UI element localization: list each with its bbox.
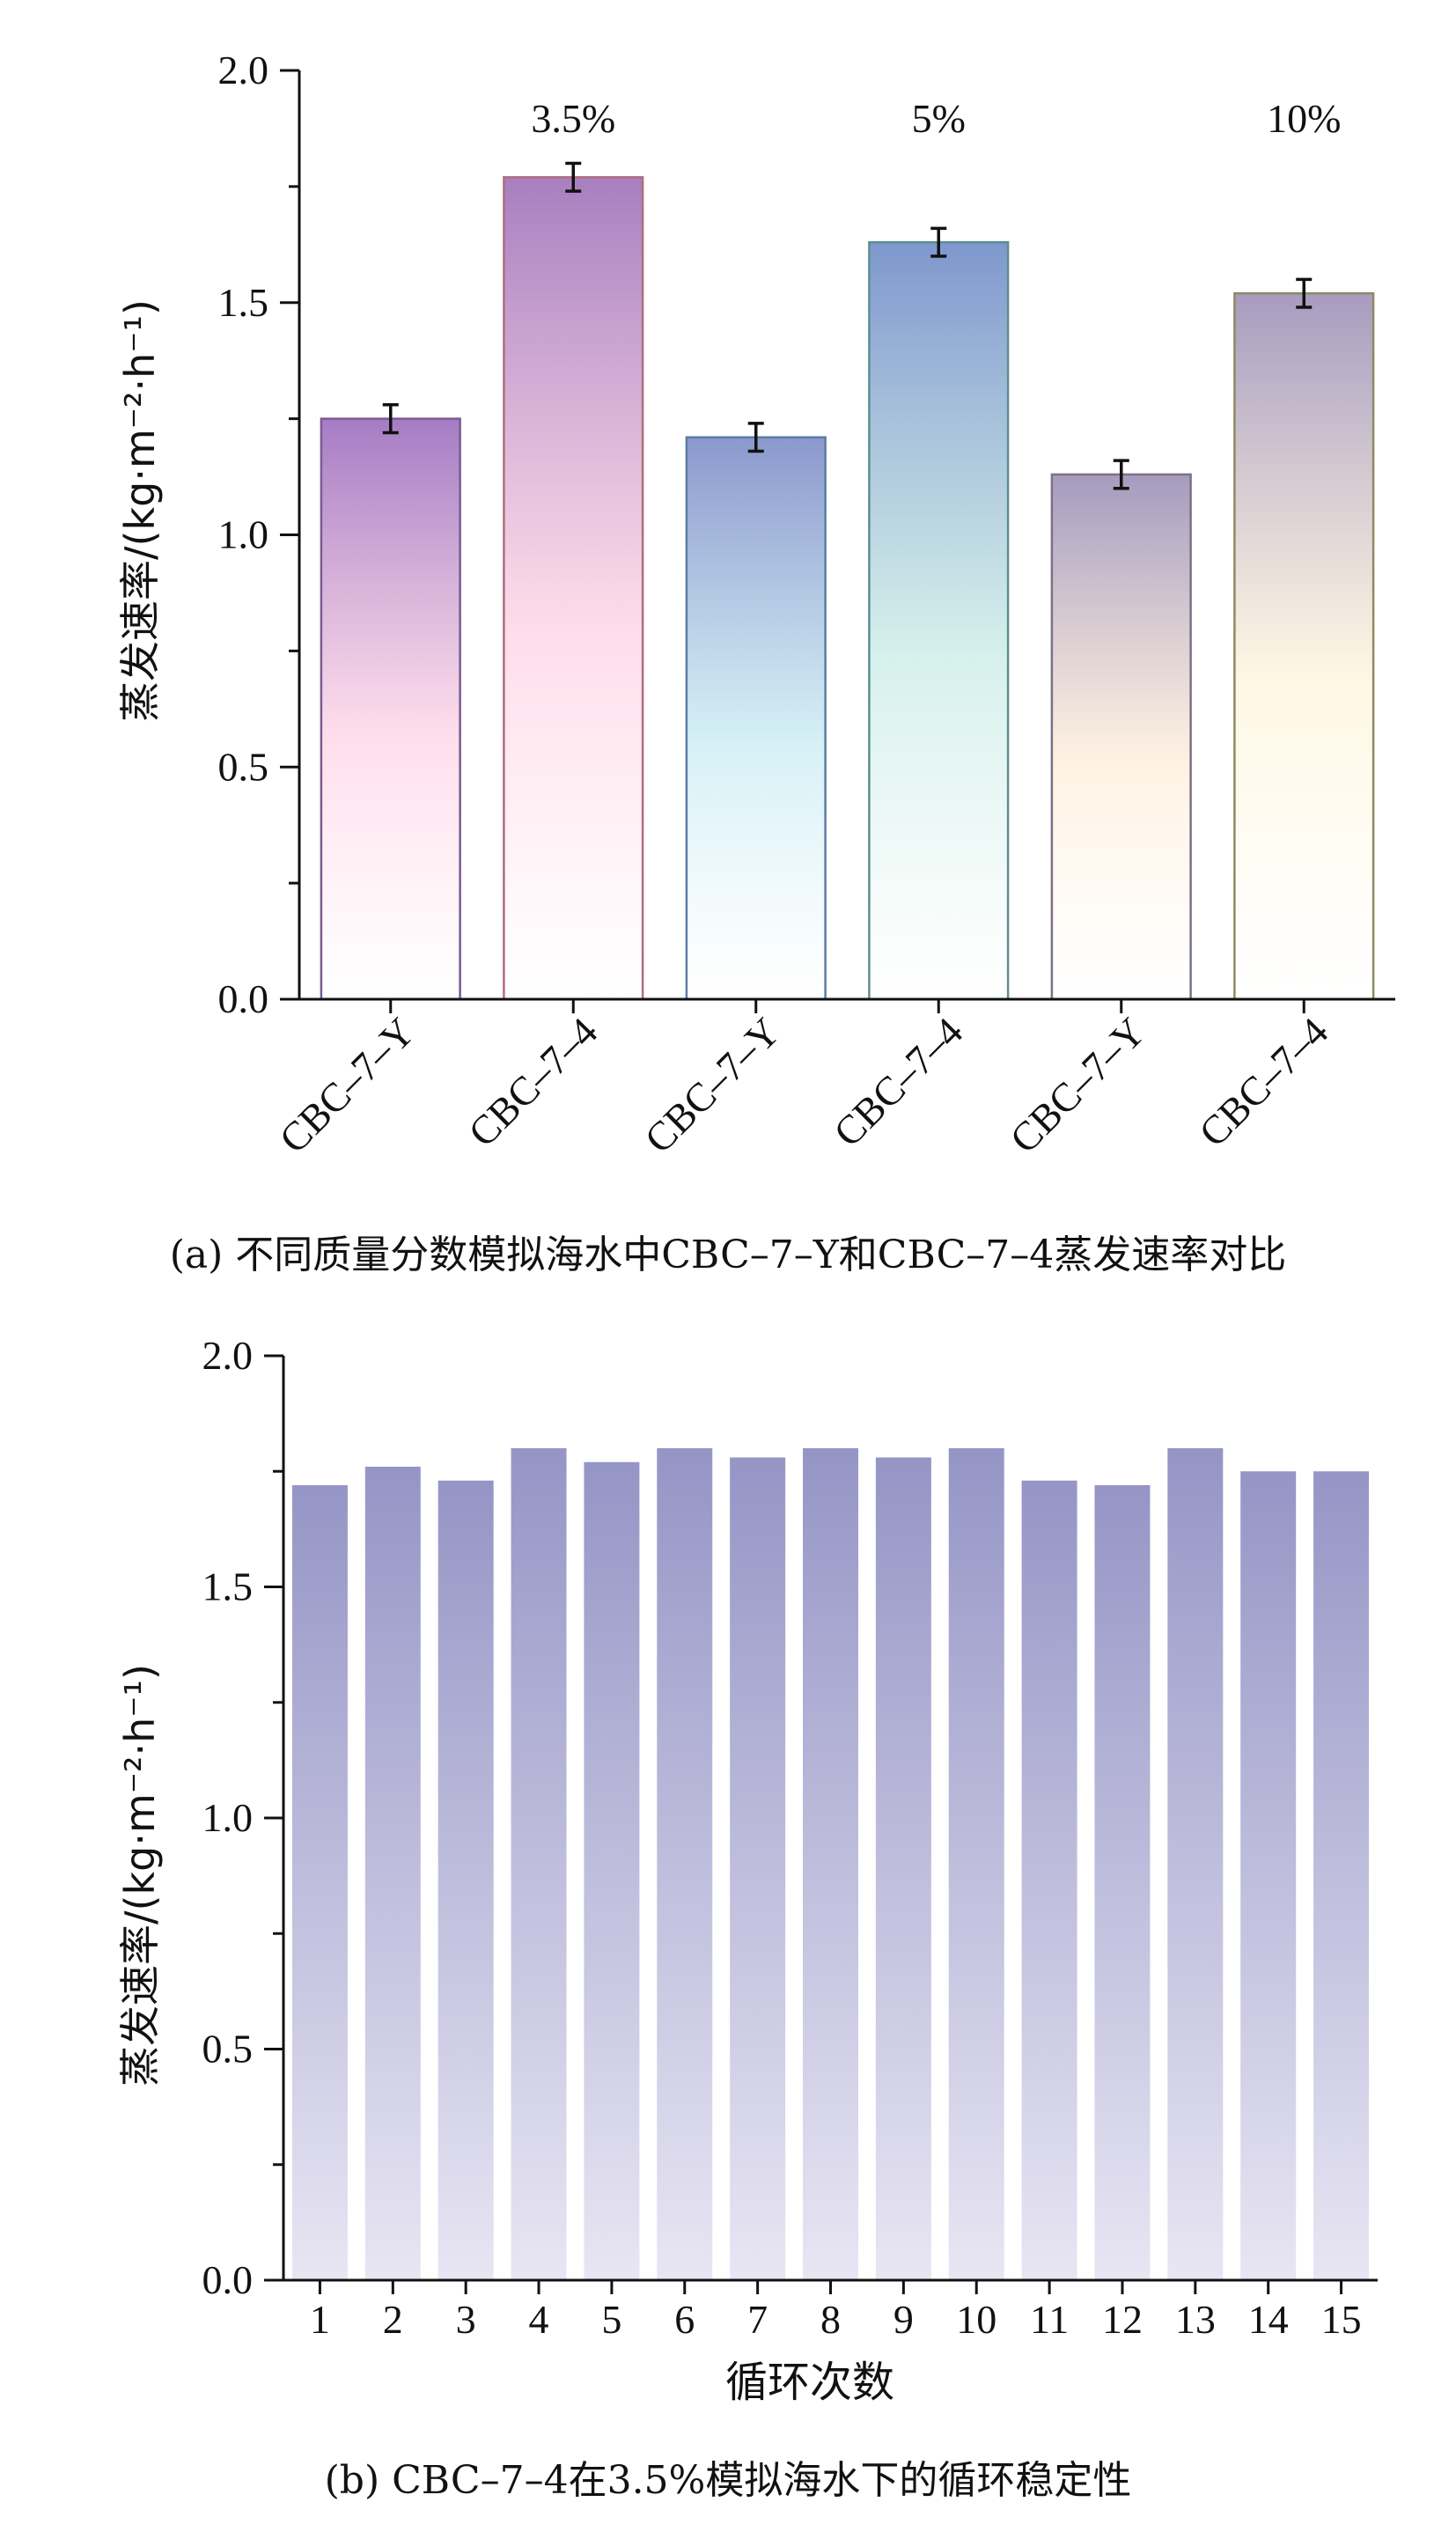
chart-b-bar (438, 1480, 494, 2280)
chart-a-group-label: 10% (1267, 96, 1341, 141)
chart-b-x-tick-label: 13 (1175, 2297, 1216, 2342)
chart-a-y-tick-label: 0.0 (218, 976, 269, 1021)
chart-a-error-bar (1296, 277, 1313, 309)
chart-a-bars (320, 176, 1375, 1001)
chart-b-x-tick-label: 5 (601, 2297, 621, 2342)
chart-b-bar (948, 1448, 1004, 2280)
chart-b-bar (1313, 1471, 1370, 2280)
chart-a-bar (320, 417, 461, 1001)
chart-b-bars (291, 1448, 1370, 2280)
chart-b-y-tick-label: 2.0 (202, 1333, 254, 1378)
chart-b-bar (584, 1461, 640, 2280)
chart-b-y-axis-label: 蒸发速率/(kg·m⁻²·h⁻¹) (116, 1664, 164, 2086)
chart-b-x-axis-label: 循环次数 (725, 2358, 894, 2407)
chart-a-group-label: 3.5% (531, 96, 615, 141)
chart-a-axes (280, 69, 1395, 1013)
chart-a-y-axis-label: 蒸发速率/(kg·m⁻²·h⁻¹) (116, 299, 164, 722)
chart-b-x-tick-label: 10 (956, 2297, 996, 2342)
chart-b-y-tick-label: 0.0 (202, 2257, 254, 2302)
chart-b-x-tick-label: 11 (1030, 2297, 1069, 2342)
chart-b-bar (803, 1448, 858, 2280)
chart-b-bar (1094, 1485, 1151, 2280)
chart-a-x-tick-label: CBC–7–4 (460, 1009, 606, 1155)
chart-a-x-ticks: CBC–7–Y CBC–7–4 CBC–7–Y CBC–7–4 CBC–7–Y CBC–7… (270, 1009, 1336, 1161)
chart-a-bar (1050, 473, 1192, 1001)
chart-a-x-tick-label: CBC–7–Y (1001, 1009, 1153, 1161)
chart-b-bar (364, 1467, 421, 2280)
chart-a-caption: (a) 不同质量分数模拟海水中CBC–7–Y和CBC–7–4蒸发速率对比 (170, 1233, 1287, 1277)
chart-a-group-label: 5% (912, 96, 966, 141)
chart-a-bar (503, 176, 644, 1001)
chart-b-x-tick-label: 1 (310, 2297, 330, 2342)
chart-b-x-tick-label: 6 (674, 2297, 695, 2342)
chart-b-bar (730, 1457, 786, 2280)
chart-b-bar (875, 1457, 931, 2280)
chart-b-y-tick-label: 0.5 (202, 2027, 254, 2072)
chart-b-x-tick-label: 2 (383, 2297, 403, 2342)
chart-b-x-tick-label: 12 (1102, 2297, 1143, 2342)
chart-b-y-ticks: 0.0 0.5 1.0 1.5 2.0 (202, 1333, 254, 2302)
chart-b-y-tick-label: 1.5 (202, 1564, 254, 1609)
chart-b-x-tick-label: 15 (1321, 2297, 1362, 2342)
chart-a-x-tick-label: CBC–7–Y (270, 1009, 423, 1161)
chart-b-caption: (b) CBC–7–4在3.5%模拟海水下的循环稳定性 (325, 2458, 1132, 2503)
chart-a-x-tick-label: CBC–7–4 (1190, 1009, 1336, 1155)
chart-a-y-tick-label: 0.5 (218, 744, 269, 789)
chart-a-error-bar (747, 422, 764, 453)
chart-b: 0.00.51.01.52.0 1 2 3 4 5 6 7 8 9 10 11 12 13 14 15 蒸发… (116, 1333, 1378, 2503)
chart-a-group-labels: 3.5% 5% 10% (531, 96, 1341, 141)
chart-b-x-tick-label: 3 (456, 2297, 476, 2342)
chart-b-x-tick-label: 7 (747, 2297, 768, 2342)
chart-a-error-bar (1113, 459, 1129, 490)
chart-b-bar (657, 1448, 713, 2280)
chart-a-y-tick-label: 1.0 (218, 512, 269, 557)
chart-b-x-tick-label: 4 (529, 2297, 549, 2342)
chart-a-bar (868, 240, 1010, 1001)
chart-b-x-ticks: 1 2 3 4 5 6 7 8 9 10 11 12 13 14 15 (310, 2297, 1362, 2342)
chart-b-x-tick-label: 8 (820, 2297, 841, 2342)
chart-b-bar (1167, 1448, 1224, 2280)
chart-a: 3.5% 5% 10% 0.00.51.01.52.0 CBC–7–Y CBC–7–4… (116, 48, 1395, 1277)
chart-b-bar (511, 1448, 567, 2280)
chart-b-y-tick-label: 1.0 (202, 1795, 254, 1840)
chart-b-x-tick-label: 9 (893, 2297, 914, 2342)
chart-a-error-bar (565, 161, 582, 193)
chart-a-bar (1233, 291, 1375, 1001)
chart-b-bar (1021, 1480, 1077, 2280)
chart-a-y-tick-label: 2.0 (218, 48, 269, 92)
chart-a-y-ticks: 0.0 0.5 1.0 1.5 2.0 (218, 48, 269, 1021)
chart-a-y-tick-label: 1.5 (218, 280, 269, 325)
chart-a-error-bar (930, 226, 947, 258)
chart-a-error-bar (382, 403, 399, 435)
chart-a-error-bars (382, 161, 1313, 490)
chart-b-bar (291, 1485, 348, 2280)
chart-b-axes (264, 1354, 1378, 2294)
chart-b-bar (1240, 1471, 1297, 2280)
chart-a-x-tick-label: CBC–7–4 (825, 1009, 971, 1155)
chart-b-x-tick-label: 14 (1248, 2297, 1289, 2342)
chart-a-x-tick-label: CBC–7–Y (636, 1009, 788, 1161)
chart-a-bar (685, 436, 827, 1001)
